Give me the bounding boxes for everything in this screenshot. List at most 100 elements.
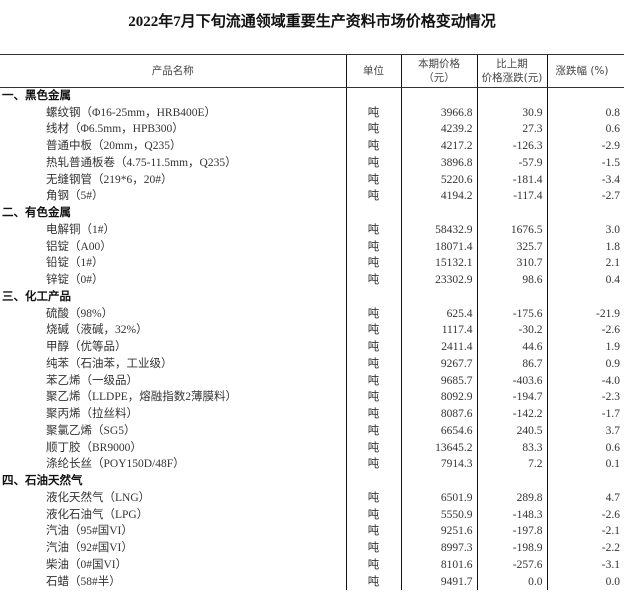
product-name: 螺纹钢（Φ16-25mm，HRB400E） (46, 106, 217, 119)
change-cell: 83.3 (476, 439, 547, 456)
pct-cell: -2.6 (546, 322, 624, 339)
pct-cell: -3.4 (546, 171, 624, 188)
product-name: 角钢（5#） (46, 190, 104, 203)
unit-cell: 吨 (345, 556, 401, 574)
price-cell: 6501.9 (400, 489, 477, 507)
unit-cell (345, 204, 401, 222)
product-name: 热轧普通板卷（4.75-11.5mm，Q235） (46, 156, 237, 169)
price-cell: 4194.2 (400, 188, 477, 205)
unit-cell: 吨 (345, 439, 401, 456)
unit-cell: 吨 (345, 489, 401, 507)
table-row: 甲醇（优等品） 吨 2411.4 44.6 1.9 (0, 338, 624, 356)
change-cell: -198.9 (476, 539, 547, 557)
category-row: 三、化工产品 (0, 288, 624, 306)
table-row: 石蜡（58#半）吨 9491.7 0.0 0.0 (0, 573, 624, 590)
pct-cell: -21.9 (546, 305, 624, 322)
table-row: 聚氯乙烯（SG5） 吨 6654.6 240.5 3.7 (0, 422, 624, 440)
change-cell: 30.9 (476, 104, 547, 121)
table-row: 线材（Φ6.5mm，HPB300） 吨 4239.2 27.3 0.6 (0, 121, 624, 138)
price-cell (400, 87, 477, 105)
change-cell: -30.2 (476, 322, 547, 339)
pct-cell (546, 288, 624, 306)
unit-cell: 吨 (345, 305, 401, 322)
price-cell: 4239.2 (400, 121, 477, 138)
unit-cell: 吨 (345, 389, 401, 406)
change-cell: 310.7 (476, 255, 547, 272)
unit-cell: 吨 (345, 188, 401, 205)
header-pct: 涨跌幅 (%) (546, 54, 624, 88)
table-row: 硫酸（98%） 吨 625.4 -175.6 -21.9 (0, 305, 624, 322)
product-name: 硫酸（98%） (46, 307, 114, 320)
table-row: 纯苯（石油苯，工业级） 吨 9267.7 86.7 0.9 (0, 355, 624, 373)
change-cell: -175.6 (476, 305, 547, 322)
pct-cell: 0.4 (546, 271, 624, 289)
unit-cell (345, 288, 401, 306)
product-name: 四、石油天然气 (2, 475, 83, 488)
product-name: 聚乙烯（LLDPE，熔融指数2薄膜料） (46, 391, 238, 404)
category-row: 四、石油天然气 (0, 472, 624, 490)
price-cell: 8092.9 (400, 389, 477, 406)
pct-cell: 2.1 (546, 255, 624, 272)
product-name: 普通中板（20mm，Q235） (46, 140, 182, 153)
change-cell: -181.4 (476, 171, 547, 188)
product-name: 铝锭（A00） (46, 240, 112, 253)
price-cell: 8997.3 (400, 539, 477, 557)
price-cell: 9267.7 (400, 355, 477, 373)
price-cell: 7914.3 (400, 456, 477, 473)
unit-cell: 吨 (345, 573, 401, 590)
price-cell: 23302.9 (400, 271, 477, 289)
pct-cell: -2.6 (546, 506, 624, 523)
product-name: 纯苯（石油苯，工业级） (46, 357, 173, 370)
table-header: 产品名称 单位 本期价格 （元） 比上期 价格涨跌(元) 涨跌幅 (%) (0, 54, 624, 88)
price-cell: 6654.6 (400, 422, 477, 440)
price-cell: 4217.2 (400, 137, 477, 155)
product-name: 液化石油气（LPG） (46, 508, 149, 521)
change-cell: -117.4 (476, 188, 547, 205)
change-cell (476, 204, 547, 222)
pct-cell: -2.1 (546, 523, 624, 540)
pct-cell: 0.6 (546, 439, 624, 456)
unit-cell: 吨 (345, 271, 401, 289)
table-row: 聚乙烯（LLDPE，熔融指数2薄膜料） 吨 8092.9 -194.7 -2.3 (0, 389, 624, 406)
change-cell: -194.7 (476, 389, 547, 406)
change-cell: 0.0 (476, 573, 547, 590)
table-row: 涤纶长丝（POY150D/48F） 吨 7914.3 7.2 0.1 (0, 456, 624, 473)
change-cell: 44.6 (476, 338, 547, 356)
product-name: 汽油（95#国VI） (46, 525, 133, 538)
product-name: 无缝钢管（219*6，20#） (46, 173, 173, 186)
change-cell: -403.6 (476, 372, 547, 389)
product-name: 石蜡（58#半） (46, 575, 121, 588)
unit-cell: 吨 (345, 422, 401, 440)
table-row: 顺丁胶（BR9000） 吨 13645.2 83.3 0.6 (0, 439, 624, 456)
change-cell: 7.2 (476, 456, 547, 473)
product-name: 电解铜（1#） (46, 223, 115, 236)
change-cell: 240.5 (476, 422, 547, 440)
price-cell: 3896.8 (400, 154, 477, 172)
header-unit: 单位 (345, 54, 401, 88)
price-cell: 58432.9 (400, 221, 477, 239)
product-name: 苯乙烯（一级品） (46, 374, 138, 387)
table-row: 电解铜（1#） 吨 58432.9 1676.5 3.0 (0, 221, 624, 239)
table-row: 角钢（5#） 吨 4194.2 -117.4 -2.7 (0, 188, 624, 205)
unit-cell: 吨 (345, 523, 401, 540)
unit-cell: 吨 (345, 121, 401, 138)
unit-cell: 吨 (345, 255, 401, 272)
price-cell: 15132.1 (400, 255, 477, 272)
pct-cell: 0.8 (546, 104, 624, 121)
product-name: 一、黑色金属 (2, 90, 71, 103)
header-name: 产品名称 (0, 54, 346, 88)
table-row: 柴油（0#国VI） 吨 8101.6 -257.6 -3.1 (0, 556, 624, 574)
change-cell: -57.9 (476, 154, 547, 172)
price-cell: 2411.4 (400, 338, 477, 356)
pct-cell (546, 204, 624, 222)
pct-cell: 0.9 (546, 355, 624, 373)
product-name: 汽油（92#国VI） (46, 542, 133, 555)
table-row: 无缝钢管（219*6，20#） 吨 5220.6 -181.4 -3.4 (0, 171, 624, 188)
unit-cell: 吨 (345, 238, 401, 255)
pct-cell: -2.2 (546, 539, 624, 557)
table-row: 热轧普通板卷（4.75-11.5mm，Q235） 吨 3896.8 -57.9 -1.5 (0, 154, 624, 172)
table-row: 烧碱（液碱，32%） 吨 1117.4 -30.2 -2.6 (0, 322, 624, 339)
table-row: 聚丙烯（拉丝料） 吨 8087.6 -142.2 -1.7 (0, 405, 624, 423)
change-cell: -257.6 (476, 556, 547, 574)
product-name: 铅锭（1#） (46, 257, 104, 270)
